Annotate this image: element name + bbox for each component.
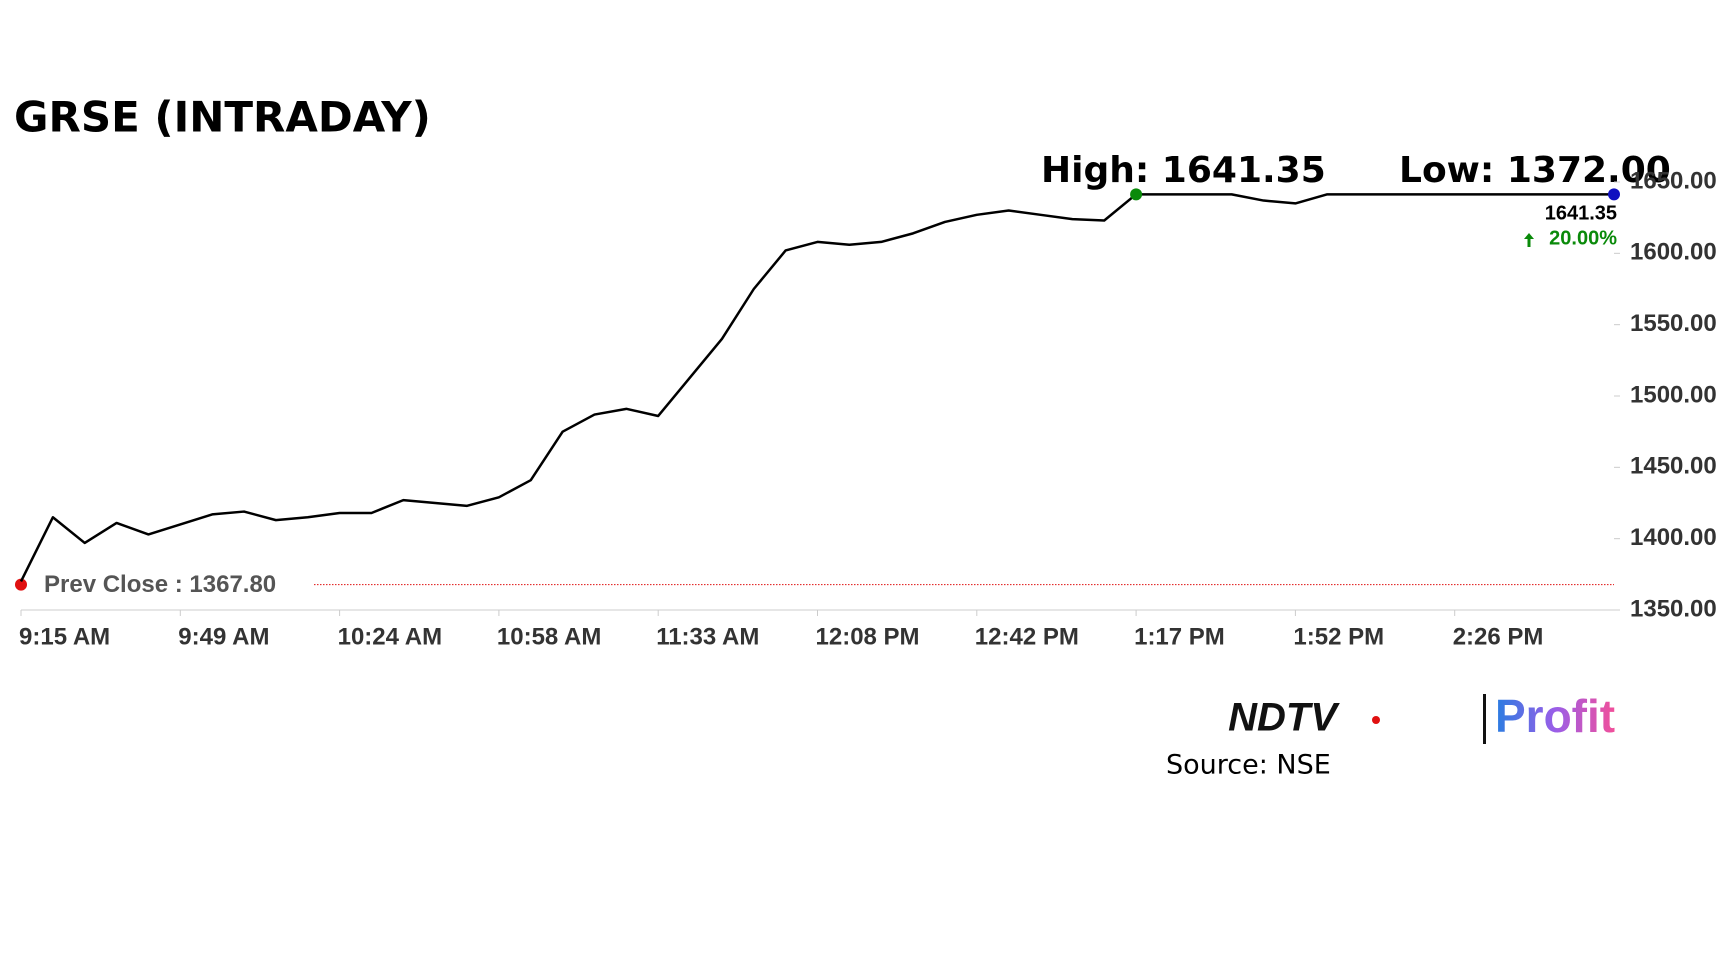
chart-title: GRSE (INTRADAY): [14, 93, 431, 142]
y-tick-label: 1650.00: [1630, 167, 1717, 194]
logo-dot: [1372, 716, 1380, 724]
low-label: Low: 1372.00: [1399, 150, 1671, 191]
prev-close-label: Prev Close : 1367.80: [44, 571, 276, 598]
x-tick-label: 12:08 PM: [816, 623, 920, 650]
last-value: 1641.35: [1545, 202, 1617, 224]
last-dot: [1608, 188, 1620, 201]
price-line: [19, 193, 1614, 583]
high-dot: [1130, 188, 1143, 201]
x-tick-label: 10:24 AM: [338, 623, 442, 650]
x-tick-label: 9:49 AM: [178, 623, 269, 650]
high-label: High: 1641.35: [1041, 150, 1326, 191]
y-tick-label: 1400.00: [1630, 524, 1717, 551]
y-tick-label: 1600.00: [1630, 239, 1717, 266]
x-tick-label: 9:15 AM: [19, 623, 110, 650]
y-tick-label: 1500.00: [1630, 381, 1717, 408]
logo-left: NDTV: [1228, 696, 1340, 740]
x-tick-label: 11:33 AM: [656, 623, 759, 650]
prev-close-dot: [15, 578, 27, 591]
y-tick-label: 1450.00: [1630, 453, 1717, 480]
logo-right: Profit: [1495, 690, 1615, 742]
change-label: 20.00%: [1549, 227, 1617, 249]
y-tick-label: 1350.00: [1630, 595, 1717, 622]
y-tick-label: 1550.00: [1630, 310, 1717, 337]
source: Source: NSE: [1166, 750, 1331, 781]
up-arrow: [1524, 233, 1534, 247]
x-tick-label: 10:58 AM: [497, 623, 601, 650]
x-tick-label: 2:26 PM: [1453, 623, 1544, 650]
x-tick-label: 1:17 PM: [1134, 623, 1225, 650]
x-tick-label: 12:42 PM: [975, 623, 1079, 650]
logo-divider: [1483, 694, 1486, 744]
x-tick-label: 1:52 PM: [1293, 623, 1384, 650]
